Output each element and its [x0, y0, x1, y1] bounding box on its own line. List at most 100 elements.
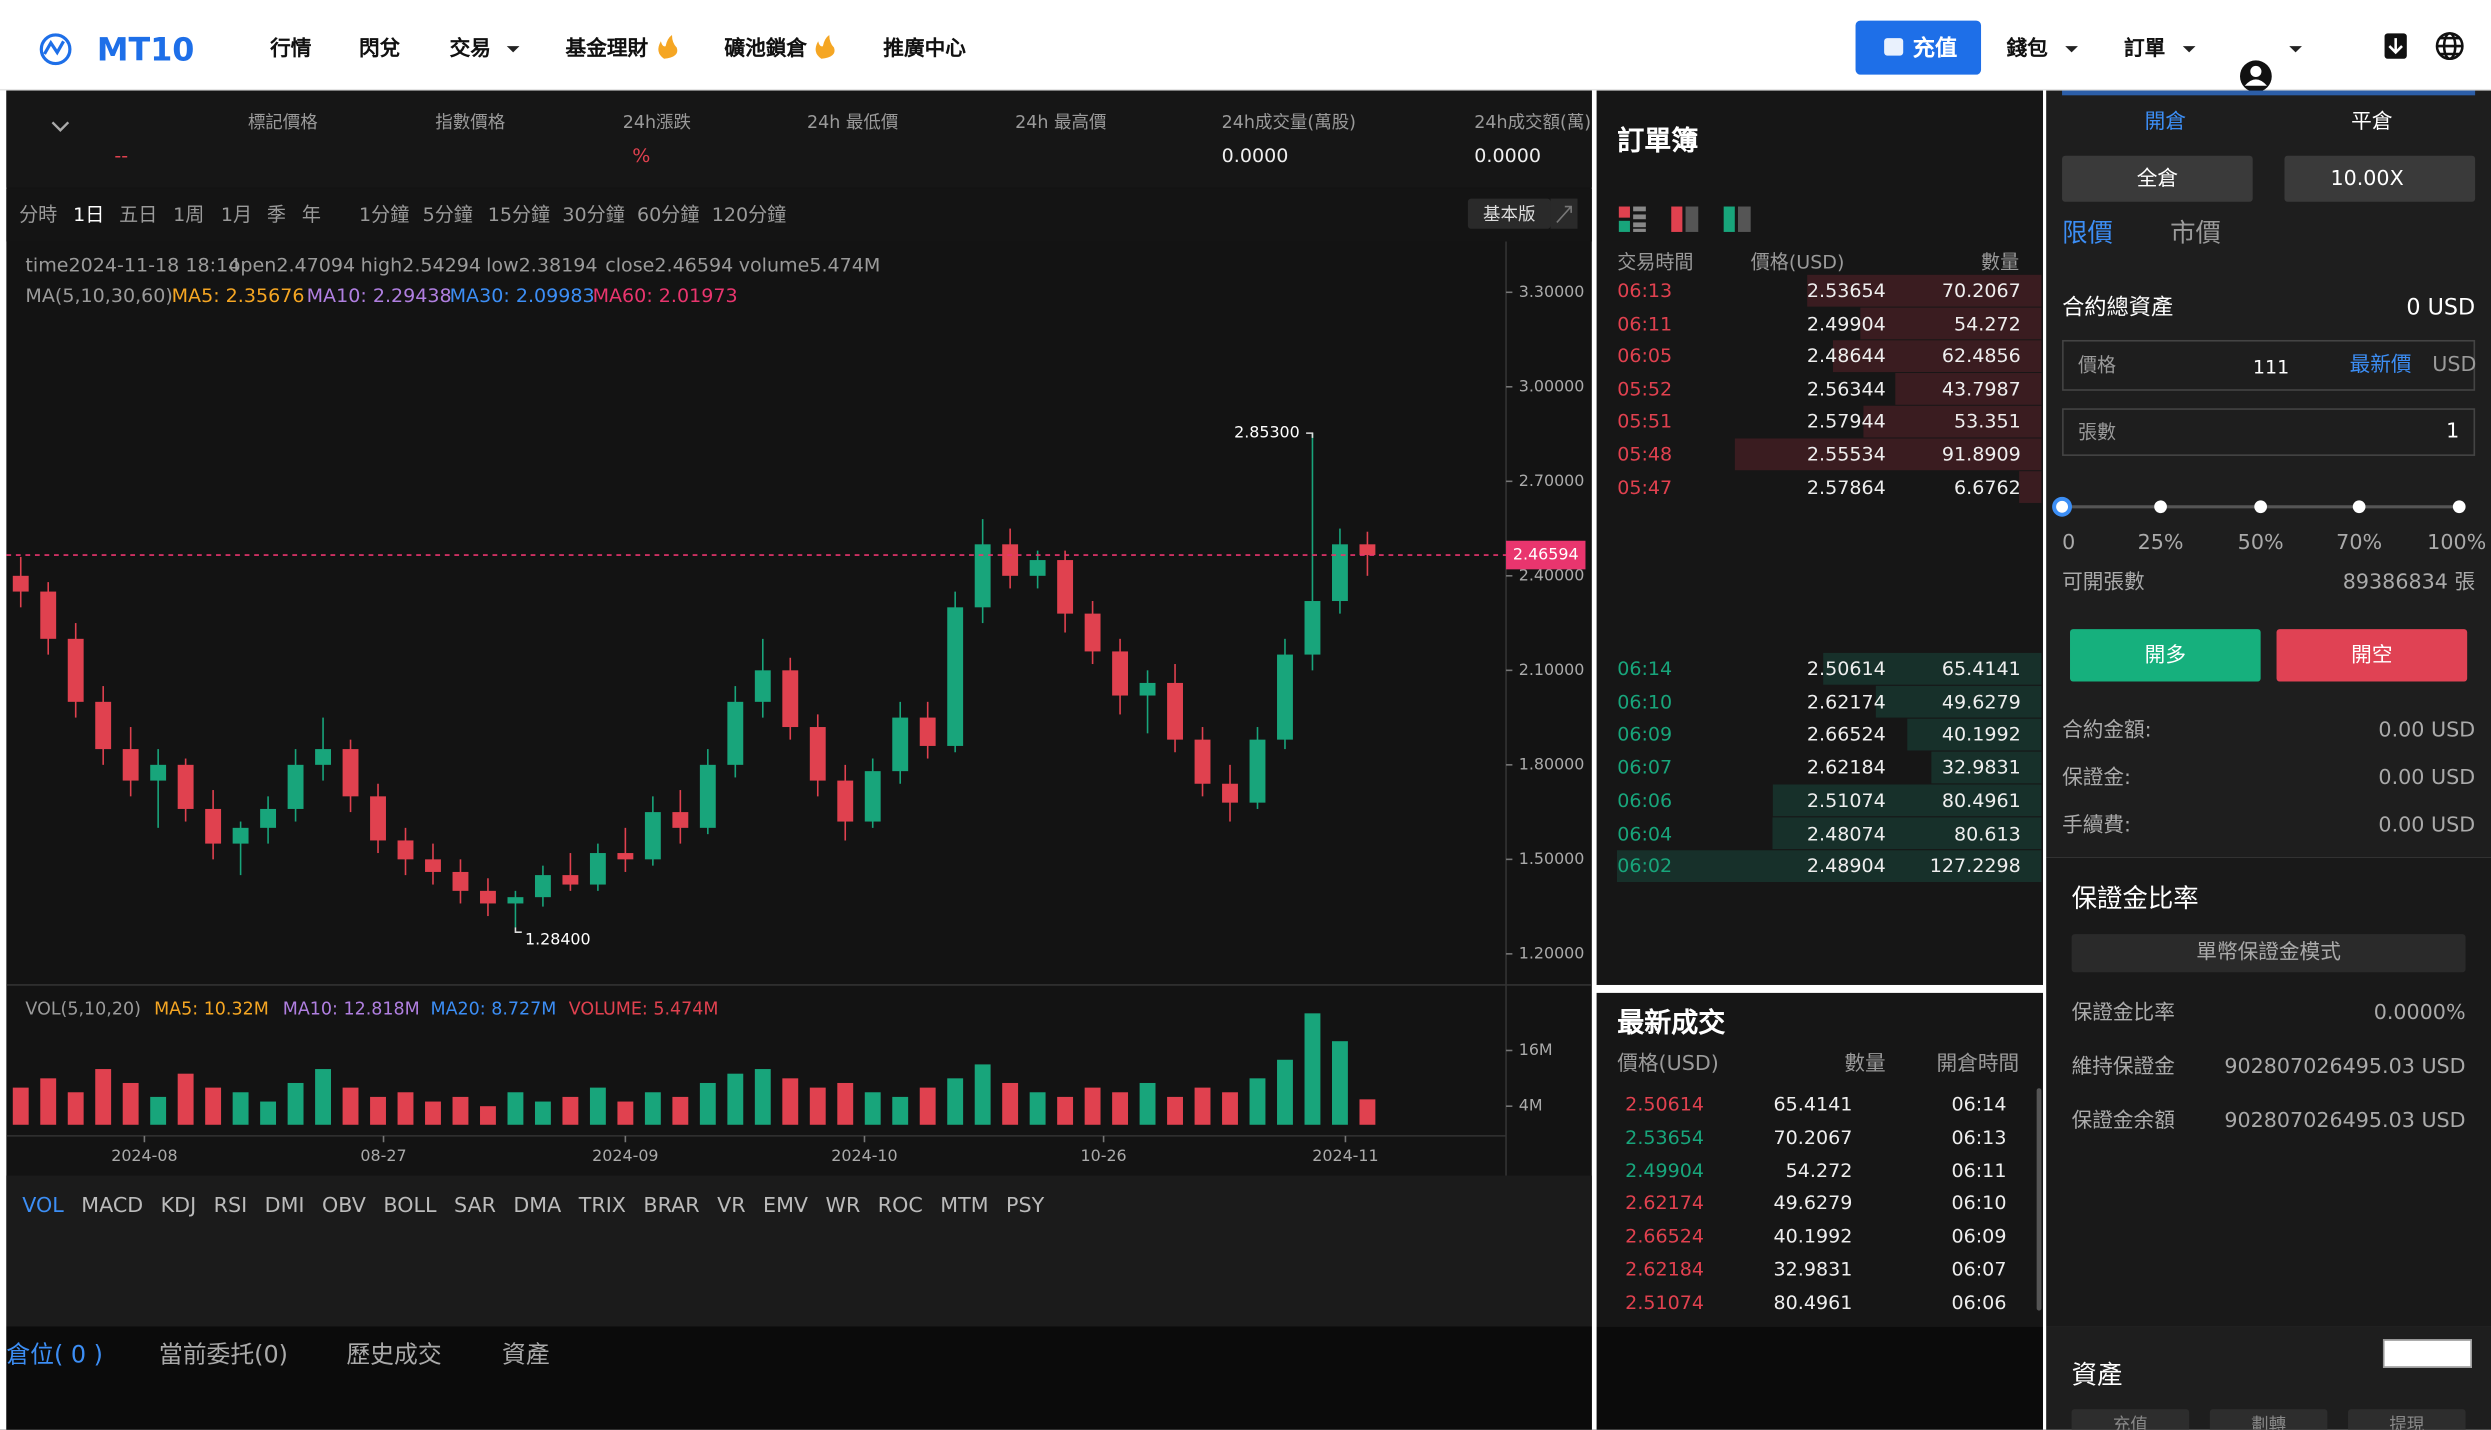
close-tab[interactable]: 平倉 [2351, 110, 2393, 135]
trade-price: 2.49904 [1625, 1159, 1705, 1182]
nav-item[interactable]: 閃兌 [359, 37, 401, 62]
indicator-tab[interactable]: RSI [213, 1194, 248, 1219]
indicator-tab[interactable]: ROC [877, 1194, 923, 1219]
order-price: 2.51074 [1806, 789, 1886, 812]
asset-button-label[interactable]: 充值 [2112, 1414, 2148, 1430]
price-input[interactable] [2062, 339, 2476, 391]
margin-row-value: 902807026495.03 USD [2224, 1109, 2466, 1134]
order-quantity: 127.2298 [1929, 854, 2021, 878]
dropdown-arrow [2182, 46, 2196, 53]
fee-label: 合約金額: [2062, 718, 2152, 743]
interval-tab[interactable]: 15分鐘 [487, 203, 551, 226]
period-tab[interactable]: 1周 [173, 203, 205, 226]
period-tab[interactable]: 季 [266, 203, 286, 226]
indicator-tab[interactable]: BOLL [383, 1194, 437, 1219]
order-time: 06:06 [1617, 789, 1673, 812]
indicator-tab[interactable]: DMI [264, 1194, 305, 1219]
indicator-tab[interactable]: PSY [1006, 1194, 1045, 1219]
interval-tab[interactable]: 1分鐘 [359, 203, 410, 226]
interval-tab[interactable]: 120分鐘 [711, 203, 787, 226]
indicator-tab[interactable]: MACD [81, 1194, 144, 1219]
margin-mode-button[interactable] [2062, 155, 2253, 202]
latest-price-link[interactable]: 最新價 [2349, 353, 2412, 378]
depth-bar [1616, 850, 2042, 883]
y-tick-label: 1.20000 [1519, 943, 1585, 962]
interval-tab[interactable]: 60分鐘 [637, 203, 700, 226]
position-tab[interactable]: 倉位( 0 ) [6, 1340, 103, 1369]
indicator-tab[interactable]: DMA [513, 1194, 562, 1219]
indicator-tab[interactable]: EMV [763, 1194, 809, 1219]
indicator-tab[interactable]: MTM [940, 1194, 989, 1219]
qty-input[interactable] [2062, 408, 2476, 456]
volume-bar [562, 1096, 579, 1125]
version-button[interactable] [1467, 198, 1551, 229]
sell-button[interactable] [2276, 629, 2468, 682]
deposit-icon [1884, 38, 1904, 56]
period-tab[interactable]: 1月 [220, 203, 253, 226]
asset-button[interactable] [2209, 1409, 2328, 1430]
candle-body [919, 717, 936, 746]
market-tab[interactable]: 市價 [2170, 217, 2221, 248]
indicator-tab[interactable]: TRIX [578, 1194, 626, 1219]
leverage[interactable]: 10.00X [2330, 167, 2404, 192]
deposit-button[interactable] [1855, 20, 1982, 75]
nav-item[interactable]: 推廣中心 [883, 37, 966, 62]
nav-item[interactable]: 基金理財 [565, 37, 649, 62]
margin-mode[interactable]: 全倉 [2136, 167, 2179, 192]
candle-body [1359, 544, 1376, 556]
deposit-label[interactable]: 充值 [1912, 36, 1958, 62]
annotation-pointer [1306, 432, 1314, 438]
orders-menu[interactable]: 訂單 [2124, 37, 2166, 62]
indicator-tab[interactable]: SAR [453, 1194, 496, 1219]
margin-row-label: 保證金比率 [2071, 1001, 2175, 1026]
wallet-menu[interactable]: 錢包 [2006, 37, 2048, 62]
indicator-tab[interactable]: WR [825, 1194, 861, 1219]
asset-button[interactable] [2071, 1409, 2190, 1430]
version-label[interactable]: 基本版 [1483, 204, 1536, 225]
candle-body [754, 670, 771, 702]
y-tick-label: 2.70000 [1519, 471, 1585, 490]
trade-price: 2.53654 [1625, 1126, 1705, 1149]
indicator-tab[interactable]: BRAR [643, 1194, 700, 1219]
period-tab[interactable]: 五日 [119, 203, 158, 226]
buy-label[interactable]: 開多 [2144, 644, 2186, 669]
position-tab[interactable]: 資產 [502, 1340, 550, 1369]
period-tab[interactable]: 分時 [19, 203, 58, 226]
open-tab[interactable]: 開倉 [2144, 110, 2186, 135]
interval-tab[interactable]: 5分鐘 [422, 203, 473, 226]
nav-item[interactable]: 交易 [449, 37, 491, 62]
period-tab[interactable]: 1日 [73, 203, 105, 226]
candle-body [122, 749, 139, 781]
expand-icon [1550, 198, 1578, 229]
position-tab[interactable]: 歷史成交 [346, 1340, 442, 1369]
order-price: 2.53654 [1806, 279, 1886, 302]
volume-bar [534, 1101, 551, 1125]
candle-body [425, 859, 441, 872]
indicator-tab[interactable]: VR [717, 1194, 746, 1219]
leverage-button[interactable] [2284, 155, 2476, 202]
trade-price: 2.62174 [1625, 1192, 1705, 1215]
indicator-tab[interactable]: KDJ [160, 1194, 197, 1219]
indicator-tab[interactable]: OBV [321, 1194, 366, 1219]
indicator-tabs: VOL MACD KDJ RSI DMI OBV BOLL SAR DMA TRIX BRAR VR E… [22, 1195, 1044, 1219]
candle-body [315, 749, 331, 765]
sell-label[interactable]: 開空 [2351, 644, 2393, 669]
asset-button-label[interactable]: 提現 [2389, 1414, 2425, 1430]
asset-button-label[interactable]: 劃轉 [2251, 1414, 2287, 1430]
position-tab[interactable]: 當前委托(0) [158, 1340, 288, 1369]
last-price-tag [1506, 540, 1586, 570]
volume-bar [919, 1087, 936, 1125]
nav-item[interactable]: 礦池鎖倉 [724, 37, 808, 62]
asset-button[interactable] [2348, 1409, 2466, 1430]
fee-value: 0.00 USD [2378, 766, 2476, 791]
limit-tab[interactable]: 限價 [2062, 217, 2113, 248]
interval-tab[interactable]: 30分鐘 [562, 203, 625, 226]
nav-item[interactable]: 行情 [270, 37, 312, 62]
y-tick-label: 1.50000 [1519, 849, 1585, 868]
order-price: 2.62184 [1806, 756, 1886, 779]
indicator-tab[interactable]: VOL [22, 1194, 64, 1219]
buy-button[interactable] [2070, 629, 2261, 682]
order-quantity: 6.6762 [1954, 475, 2021, 499]
ma-legend: MA60: 2.01973 [592, 284, 738, 307]
period-tab[interactable]: 年 [301, 203, 321, 226]
